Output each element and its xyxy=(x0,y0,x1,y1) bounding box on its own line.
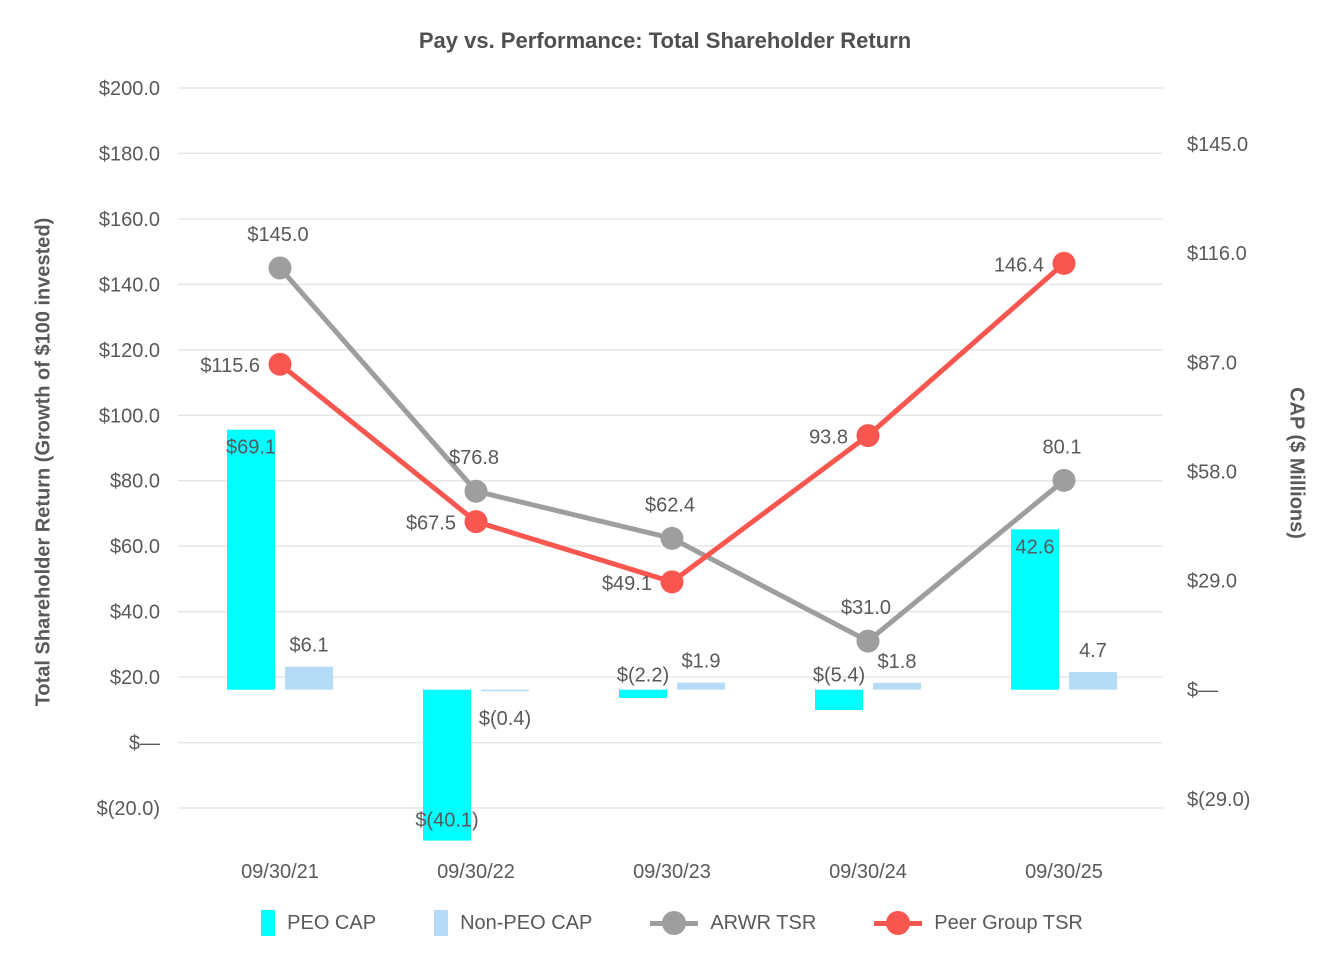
marker-peer-group-tsr xyxy=(268,352,292,376)
legend: PEO CAP Non-PEO CAP ARWR TSR Peer Group TSR xyxy=(0,898,1344,948)
legend-line-marker-icon xyxy=(874,910,923,936)
line-data-label: 80.1 xyxy=(1043,436,1082,458)
right-axis-tick-label: $116.0 xyxy=(1187,243,1247,265)
left-axis-tick-label: $200.0 xyxy=(99,78,160,100)
marker-peer-group-tsr xyxy=(856,424,880,448)
x-axis-label: 09/30/23 xyxy=(633,861,711,883)
line-data-label: $49.1 xyxy=(602,573,652,595)
left-axis-tick-label: $140.0 xyxy=(99,274,160,296)
bar-peo-cap xyxy=(619,689,667,698)
legend-swatch-icon xyxy=(434,910,449,936)
left-axis-tick-label: $(20.0) xyxy=(97,798,160,820)
right-axis-tick-label: $58.0 xyxy=(1187,461,1237,483)
legend-item-peo-cap: PEO CAP xyxy=(261,910,376,936)
left-axis-tick-label: $100.0 xyxy=(99,405,160,427)
bar-data-label: $(2.2) xyxy=(617,665,669,687)
line-data-label: $76.8 xyxy=(449,447,499,469)
bar-data-label: $(5.4) xyxy=(813,665,865,687)
line-data-label: $115.6 xyxy=(200,355,260,377)
left-axis-tick-label: $120.0 xyxy=(99,340,160,362)
right-axis-tick-label: $(29.0) xyxy=(1187,789,1250,811)
left-axis-tick-label: $40.0 xyxy=(110,602,160,624)
left-axis-tick-label: $180.0 xyxy=(99,143,160,165)
bar-data-label: $6.1 xyxy=(290,635,329,657)
bar-data-label: 42.6 xyxy=(1016,536,1055,558)
bar-non-peo-cap xyxy=(481,689,529,692)
line-data-label: 93.8 xyxy=(809,427,848,449)
left-axis-tick-label: $— xyxy=(129,733,160,755)
bar-data-label: $69.1 xyxy=(226,437,276,459)
marker-arwr-tsr xyxy=(660,526,684,550)
bar-data-label: $1.8 xyxy=(878,651,917,673)
chart-title: Pay vs. Performance: Total Shareholder R… xyxy=(418,28,912,53)
legend-label: PEO CAP xyxy=(287,911,377,934)
right-axis-tick-label: $29.0 xyxy=(1187,571,1237,593)
line-data-label: $31.0 xyxy=(841,597,891,619)
legend-item-peer-group-tsr: Peer Group TSR xyxy=(874,910,1083,936)
bar-peo-cap xyxy=(1011,529,1059,690)
bar-non-peo-cap xyxy=(285,666,333,690)
marker-arwr-tsr xyxy=(464,479,488,503)
marker-peer-group-tsr xyxy=(660,570,684,594)
bar-data-label: $1.9 xyxy=(682,651,721,673)
legend-label: Peer Group TSR xyxy=(934,911,1083,934)
bar-data-label: $(40.1) xyxy=(415,810,478,832)
bar-peo-cap xyxy=(227,429,275,690)
bar-data-label: $(0.4) xyxy=(479,708,531,730)
line-data-label: $145.0 xyxy=(247,224,308,246)
right-axis-tick-label: $87.0 xyxy=(1187,352,1237,374)
right-axis-tick-label: $145.0 xyxy=(1187,134,1248,156)
line-data-label: $62.4 xyxy=(645,494,695,516)
legend-item-non-peo-cap: Non-PEO CAP xyxy=(434,910,592,936)
x-axis-label: 09/30/22 xyxy=(437,861,515,883)
bar-non-peo-cap xyxy=(873,682,921,690)
line-data-label: $67.5 xyxy=(406,513,456,535)
legend-item-arwr-tsr: ARWR TSR xyxy=(650,910,816,936)
left-axis-tick-label: $80.0 xyxy=(110,471,160,493)
line-data-label: 146.4 xyxy=(994,254,1044,276)
legend-line-marker-icon xyxy=(650,910,699,936)
legend-label: ARWR TSR xyxy=(710,911,817,934)
marker-arwr-tsr xyxy=(1052,468,1076,492)
x-axis-label: 09/30/21 xyxy=(241,861,319,883)
x-axis-label: 09/30/24 xyxy=(829,861,907,883)
marker-peer-group-tsr xyxy=(464,510,488,534)
bar-non-peo-cap xyxy=(677,682,725,690)
right-axis-tick-label: $— xyxy=(1187,680,1218,702)
bar-data-label: 4.7 xyxy=(1079,640,1107,662)
bar-non-peo-cap xyxy=(1069,672,1117,690)
bar-peo-cap xyxy=(423,689,471,841)
legend-label: Non-PEO CAP xyxy=(460,911,593,934)
left-axis-tick-label: $60.0 xyxy=(110,536,160,558)
bar-peo-cap xyxy=(815,689,863,711)
x-axis-label: 09/30/25 xyxy=(1025,861,1103,883)
legend-swatch-icon xyxy=(261,910,276,936)
marker-arwr-tsr xyxy=(268,256,292,280)
left-axis-tick-label: $20.0 xyxy=(110,667,160,689)
left-axis-tick-label: $160.0 xyxy=(99,209,160,231)
marker-peer-group-tsr xyxy=(1052,251,1076,275)
marker-arwr-tsr xyxy=(856,629,880,653)
